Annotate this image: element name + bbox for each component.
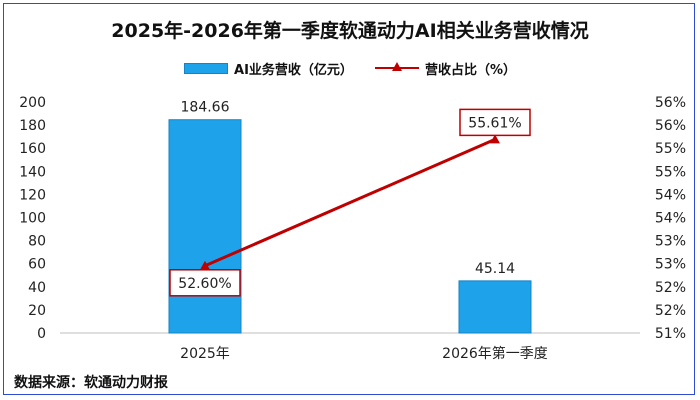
y-left-tick-label: 180 — [19, 118, 46, 134]
bar — [168, 119, 242, 334]
line-series — [204, 138, 496, 268]
y-right-tick-label: 54% — [655, 187, 686, 203]
y-left-tick-label: 200 — [19, 95, 46, 111]
legend-bar-swatch — [184, 62, 229, 74]
y-left-tick-label: 100 — [19, 211, 46, 227]
y-left-tick-label: 160 — [19, 141, 46, 157]
y-left-tick-label: 20 — [28, 303, 46, 319]
line-point-marker — [490, 134, 500, 144]
y-left-tick-label: 60 — [28, 257, 46, 273]
y-right-tick-label: 52% — [655, 303, 686, 319]
chart-title: 2025年-2026年第一季度软通动力AI相关业务营收情况 — [111, 20, 589, 42]
legend-line-swatch — [374, 62, 419, 74]
y-left-tick-label: 120 — [19, 187, 46, 203]
line-data-label: 55.61% — [468, 115, 521, 131]
chart-frame — [3, 3, 695, 395]
y-left-tick-label: 80 — [28, 234, 46, 250]
y-right-tick-label: 55% — [655, 164, 686, 180]
y-right-tick-label: 52% — [655, 280, 686, 296]
source-note: 数据来源：软通动力财报 — [14, 375, 168, 391]
line-point-marker — [200, 260, 210, 270]
line-data-label-box — [169, 269, 241, 297]
y-right-tick-label: 56% — [655, 118, 686, 134]
line-data-label: 52.60% — [178, 276, 231, 292]
y-right-tick-label: 53% — [655, 234, 686, 250]
y-right-tick-label: 54% — [655, 211, 686, 227]
y-left-tick-label: 140 — [19, 164, 46, 180]
bar-data-label: 45.14 — [475, 261, 515, 277]
y-right-tick-label: 51% — [655, 326, 686, 342]
y-right-tick-label: 53% — [655, 257, 686, 273]
y-left-tick-label: 40 — [28, 280, 46, 296]
legend-bar-label: AI业务营收（亿元） — [234, 62, 353, 78]
x-tick-label: 2026年第一季度 — [442, 345, 548, 362]
y-left-tick-label: 0 — [37, 326, 46, 342]
y-right-tick-label: 55% — [655, 141, 686, 157]
legend-item-bar: AI业务营收（亿元） — [184, 59, 353, 78]
legend-item-line: 营收占比（%） — [374, 59, 516, 78]
chart-legend: AI业务营收（亿元） 营收占比（%） — [0, 58, 700, 78]
legend-line-label: 营收占比（%） — [424, 62, 516, 78]
x-tick-label: 2025年 — [180, 346, 230, 362]
bar — [458, 280, 532, 334]
bar-data-label: 184.66 — [181, 100, 230, 116]
line-data-label-box — [459, 108, 531, 137]
y-right-tick-label: 56% — [655, 95, 686, 111]
